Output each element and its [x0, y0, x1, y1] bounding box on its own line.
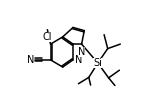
Text: Cl: Cl [43, 32, 52, 42]
Text: N: N [78, 47, 85, 57]
Text: N: N [75, 55, 83, 65]
Text: N: N [27, 55, 34, 65]
Text: Si: Si [93, 58, 102, 68]
